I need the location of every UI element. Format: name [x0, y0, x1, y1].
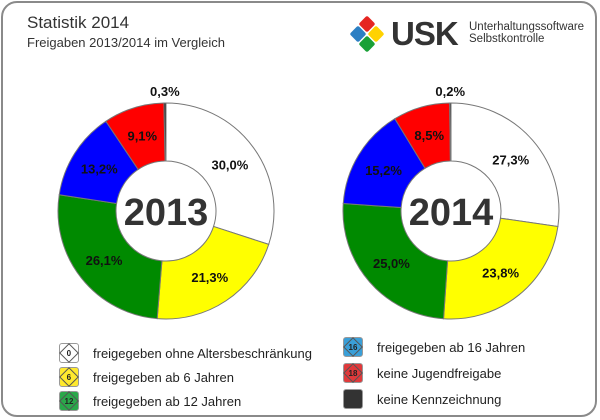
chart-title: Statistik 2014: [27, 13, 130, 32]
legend-item: keine Kennzeichnung: [343, 389, 501, 409]
donut-slice: [449, 102, 452, 162]
slice-label: 25,0%: [373, 256, 410, 271]
donut-slice: [163, 102, 167, 162]
donut-2013: 30,0% 21,3% 26,1% 13,2% 9,1% 0,3% 2013: [57, 84, 275, 320]
legend-item: 18 keine Jugendfreigabe: [343, 363, 501, 383]
slice-label: 9,1%: [127, 129, 157, 144]
slice-label: 27,3%: [492, 152, 529, 167]
legend-label: keine Kennzeichnung: [377, 391, 502, 407]
slice-label: 8,5%: [414, 128, 444, 143]
age-rating-badge-icon: 18: [343, 363, 363, 383]
age-rating-badge-icon: 16: [343, 337, 363, 357]
slice-label: 23,8%: [482, 265, 519, 280]
chart-subtitle: Freigaben 2013/2014 im Vergleich: [27, 35, 226, 50]
legend-label: freigegeben ab 12 Jahren: [93, 393, 242, 409]
slice-label: 26,1%: [86, 253, 123, 268]
age-rating-badge-icon: [343, 389, 363, 409]
logo-diamond: [359, 36, 375, 52]
legend-label: freigegeben ab 16 Jahren: [377, 339, 526, 355]
logo-diamond: [350, 26, 366, 42]
logo-text: USK: [391, 15, 459, 52]
donut-slice: [57, 194, 163, 320]
slice-label: 13,2%: [81, 162, 118, 177]
donut-slice: [443, 217, 559, 320]
donut-slice: [165, 102, 275, 246]
legend-item: 0 freigegeben ohne Altersbeschränkung: [59, 343, 312, 363]
slice-label: 15,2%: [365, 163, 402, 178]
center-year-label: 2014: [409, 192, 494, 234]
legend-label: freigegeben ohne Altersbeschränkung: [93, 345, 312, 361]
slice-label: 30,0%: [211, 158, 248, 173]
age-rating-badge-icon: 6: [59, 367, 79, 387]
legend-item: 12 freigegeben ab 12 Jahren: [59, 391, 241, 411]
usk-logo-icon: [350, 16, 384, 52]
legend-item: 16 freigegeben ab 16 Jahren: [343, 337, 525, 357]
legend-label: freigegeben ab 6 Jahren: [93, 369, 234, 385]
slice-label: 21,3%: [191, 270, 228, 285]
slice-label: 0,3%: [150, 84, 180, 99]
donut-2014: 27,3% 23,8% 25,0% 15,2% 8,5% 0,2% 2014: [342, 84, 560, 320]
center-year-label: 2013: [124, 192, 209, 234]
slice-label: 0,2%: [435, 84, 465, 99]
logo-subtext: Unterhaltungssoftware Selbstkontrolle: [469, 21, 585, 45]
donut-slice: [342, 203, 449, 320]
age-rating-badge-icon: 12: [59, 391, 79, 411]
donut-charts: 30,0% 21,3% 26,1% 13,2% 9,1% 0,3% 2013 27,3% 23,…: [57, 84, 560, 320]
legend-label: keine Jugendfreigabe: [377, 365, 502, 381]
logo-diamond: [368, 26, 384, 42]
logo-diamond: [359, 16, 375, 32]
legend-item: 6 freigegeben ab 6 Jahren: [59, 367, 234, 387]
donut-slice: [156, 225, 270, 320]
donut-slice: [450, 102, 560, 228]
age-rating-badge-icon: 0: [59, 343, 79, 363]
